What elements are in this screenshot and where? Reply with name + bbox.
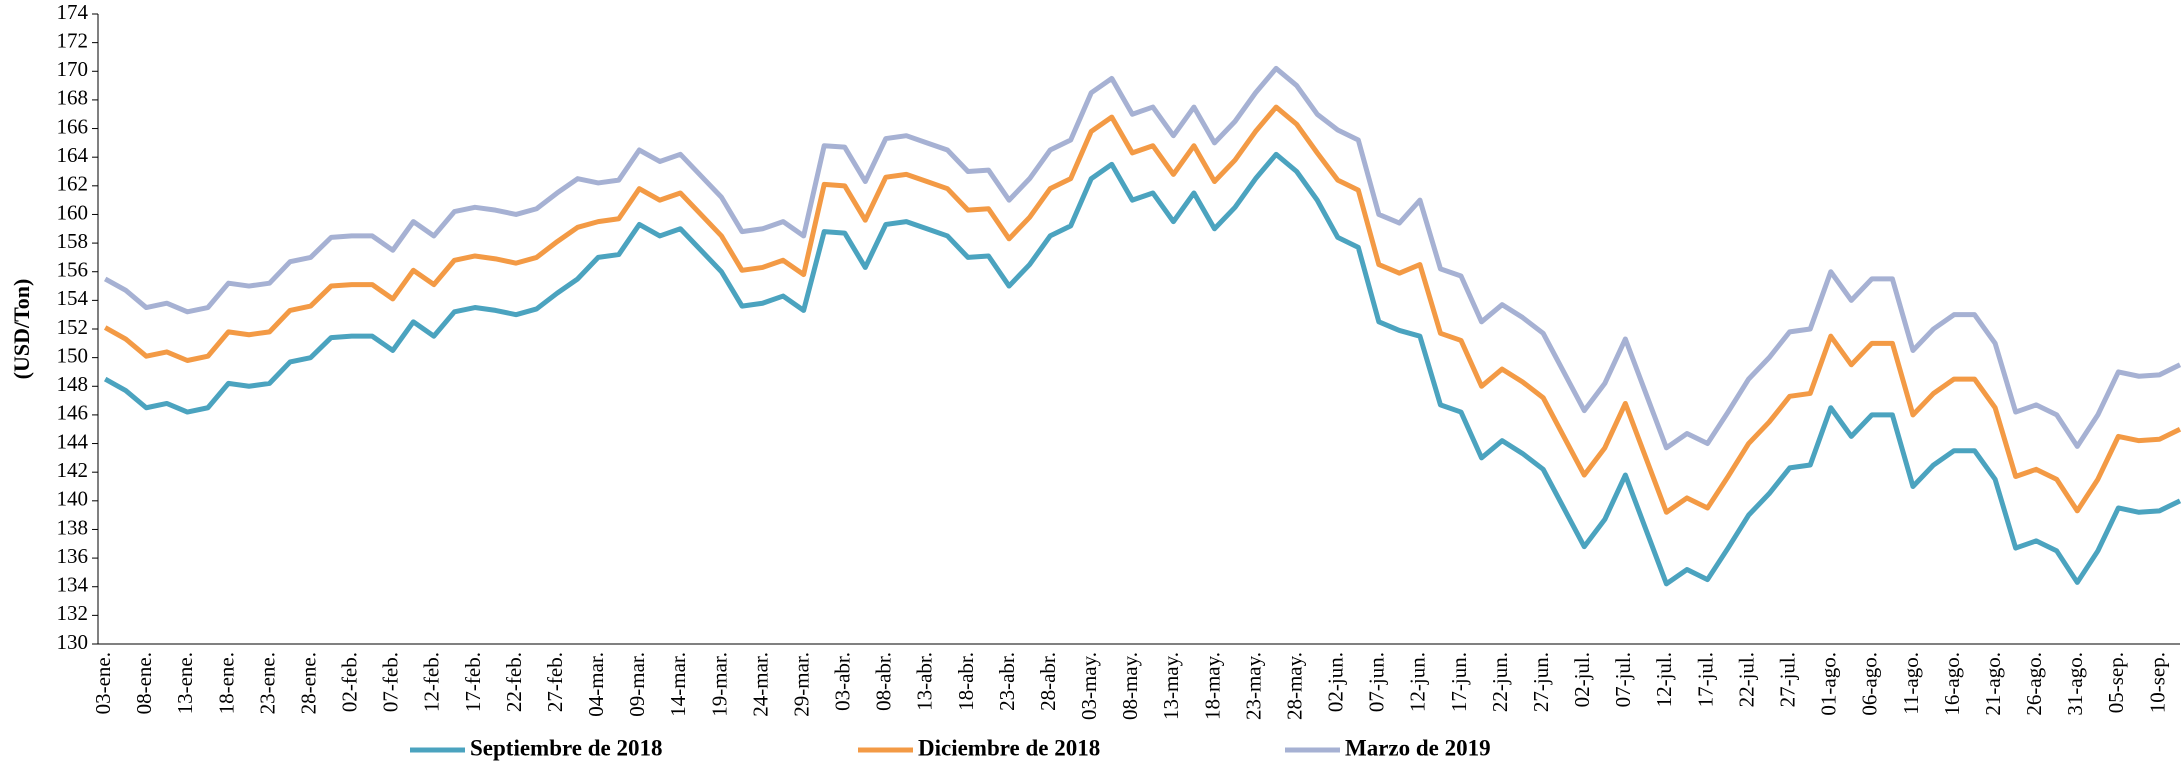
x-tick-label: 13-may. (1159, 652, 1183, 720)
x-tick-label: 17-feb. (461, 652, 485, 712)
x-tick-label: 28-may. (1282, 652, 1306, 720)
y-tick-label: 154 (57, 286, 89, 310)
x-tick-label: 19-mar. (707, 652, 731, 717)
x-tick-label: 21-ago. (1981, 652, 2005, 716)
x-tick-label: 27-feb. (543, 652, 567, 712)
x-tick-label: 29-mar. (789, 652, 813, 717)
line-series (103, 104, 2182, 515)
x-tick-label: 02-jul. (1570, 652, 1594, 707)
y-tick-label: 152 (57, 315, 89, 339)
line-series (103, 151, 2182, 587)
x-tick-label: 18-ene. (214, 652, 238, 714)
y-tick-label: 144 (57, 429, 89, 453)
y-tick-label: 168 (57, 86, 89, 110)
y-tick-label: 140 (57, 487, 89, 511)
y-tick-label: 172 (57, 28, 89, 52)
x-tick-label: 24-mar. (748, 652, 772, 717)
y-tick-label: 164 (57, 143, 89, 167)
x-tick-label: 23-abr. (995, 652, 1019, 711)
y-tick-label: 148 (57, 372, 89, 396)
legend-label: Septiembre de 2018 (470, 735, 663, 760)
x-tick-label: 02-jun. (1324, 652, 1348, 712)
y-tick-label: 138 (57, 515, 89, 539)
y-tick-label: 156 (57, 258, 89, 282)
x-tick-label: 12-jul. (1652, 652, 1676, 707)
x-tick-label: 31-ago. (2063, 652, 2087, 716)
x-tick-label: 07-jul. (1611, 652, 1635, 707)
line-series (103, 65, 2182, 451)
x-tick-label: 18-abr. (954, 652, 978, 711)
legend-label: Marzo de 2019 (1345, 735, 1491, 760)
x-tick-label: 13-abr. (913, 652, 937, 711)
x-tick-label: 09-mar. (625, 652, 649, 717)
x-tick-label: 17-jun. (1447, 652, 1471, 712)
x-tick-label: 28-abr. (1036, 652, 1060, 711)
x-tick-label: 01-ago. (1817, 652, 1841, 716)
x-tick-label: 14-mar. (666, 652, 690, 717)
y-tick-label: 142 (57, 458, 89, 482)
y-tick-label: 134 (57, 573, 89, 597)
y-tick-label: 150 (57, 343, 89, 367)
x-tick-label: 03-may. (1077, 652, 1101, 720)
x-tick-label: 16-ago. (1940, 652, 1964, 716)
x-tick-label: 23-may. (1241, 652, 1265, 720)
x-tick-label: 28-ene. (296, 652, 320, 714)
x-tick-label: 17-jul. (1693, 652, 1717, 707)
x-tick-label: 08-may. (1118, 652, 1142, 720)
x-tick-label: 04-mar. (584, 652, 608, 717)
y-tick-label: 130 (57, 630, 89, 654)
x-tick-label: 22-jul. (1734, 652, 1758, 707)
x-tick-label: 03-ene. (91, 652, 115, 714)
x-tick-label: 27-jun. (1529, 652, 1553, 712)
x-tick-label: 08-abr. (872, 652, 896, 711)
x-tick-label: 05-sep. (2104, 652, 2128, 713)
y-tick-label: 166 (57, 114, 89, 138)
x-tick-label: 13-ene. (173, 652, 197, 714)
legend-label: Diciembre de 2018 (918, 735, 1100, 760)
x-tick-label: 12-feb. (420, 652, 444, 712)
x-tick-label: 10-sep. (2145, 652, 2169, 713)
x-tick-label: 22-feb. (502, 652, 526, 712)
y-tick-label: 162 (57, 172, 89, 196)
y-axis-label: (USD/Ton) (9, 279, 34, 380)
x-tick-label: 26-ago. (2022, 652, 2046, 716)
y-tick-label: 170 (57, 57, 89, 81)
x-tick-label: 27-jul. (1776, 652, 1800, 707)
y-tick-label: 146 (57, 401, 89, 425)
y-tick-label: 132 (57, 601, 89, 625)
x-tick-label: 03-abr. (831, 652, 855, 711)
x-tick-label: 06-ago. (1858, 652, 1882, 716)
x-tick-label: 08-ene. (132, 652, 156, 714)
x-tick-label: 22-jun. (1488, 652, 1512, 712)
y-tick-label: 136 (57, 544, 89, 568)
x-tick-label: 07-jun. (1365, 652, 1389, 712)
x-tick-label: 18-may. (1200, 652, 1224, 720)
x-tick-label: 07-feb. (379, 652, 403, 712)
x-tick-label: 12-jun. (1406, 652, 1430, 712)
y-tick-label: 160 (57, 200, 89, 224)
x-tick-label: 02-feb. (338, 652, 362, 712)
x-tick-label: 23-ene. (255, 652, 279, 714)
x-tick-label: 11-ago. (1899, 652, 1923, 715)
y-tick-label: 158 (57, 229, 89, 253)
y-tick-label: 174 (57, 0, 89, 24)
